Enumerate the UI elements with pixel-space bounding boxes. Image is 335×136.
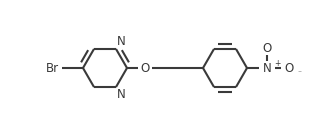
Text: Br: Br xyxy=(46,61,59,75)
Text: N: N xyxy=(117,88,126,101)
Text: N: N xyxy=(263,61,271,75)
Text: O: O xyxy=(140,61,150,75)
Text: +: + xyxy=(274,58,280,67)
Text: O: O xyxy=(262,41,272,55)
Text: O: O xyxy=(284,61,293,75)
Text: N: N xyxy=(117,35,126,48)
Text: ⁻: ⁻ xyxy=(297,69,301,78)
